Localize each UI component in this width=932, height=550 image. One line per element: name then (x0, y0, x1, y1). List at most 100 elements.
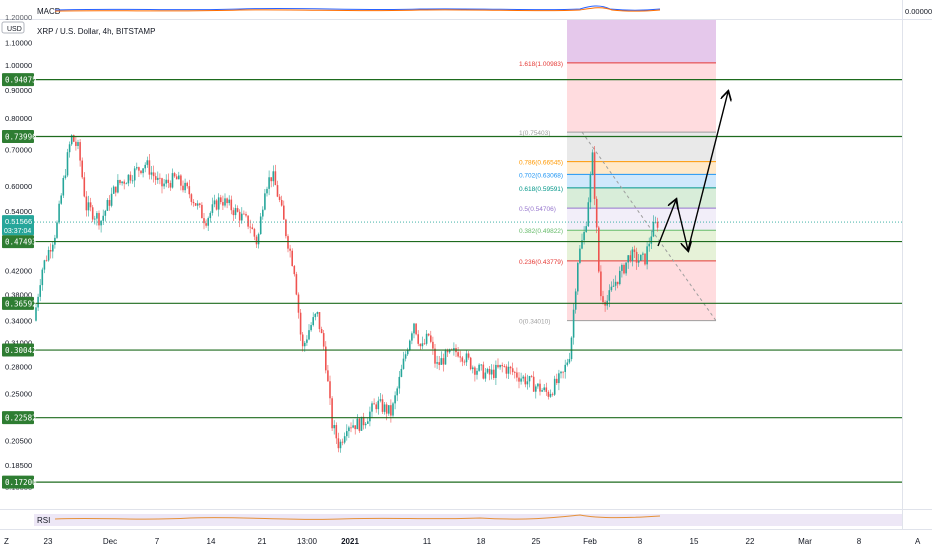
candle-body (541, 390, 543, 392)
fib-zone (567, 187, 716, 209)
candle-body (390, 405, 392, 416)
candlestick-series (35, 134, 659, 453)
candle-body (348, 427, 350, 432)
candle-body (385, 404, 388, 414)
projection-arrow (675, 199, 688, 250)
candle-body (331, 398, 333, 429)
price-tick: 0.54000 (5, 207, 32, 216)
price-tick: 0.70000 (5, 146, 32, 155)
fib-level-label: 0.382(0.49822) (519, 228, 563, 235)
candle-body (45, 260, 48, 262)
last-price-countdown: 03:37:04 (4, 228, 31, 235)
candle-body (157, 177, 159, 180)
price-scale[interactable]: 1.10000 1.00000 0.90000 0.80000 0.70000 0.600… (5, 13, 32, 492)
projection-path[interactable] (657, 92, 728, 250)
time-label: Dec (103, 537, 117, 546)
fibonacci-retracement[interactable]: 1.618(1.00983) 1(0.75403) 0.786(0.66545) 0.… (519, 20, 717, 326)
price-tick: 0.90000 (5, 86, 32, 95)
candle-body (43, 260, 46, 270)
level-badge-label: 0.36592 (5, 299, 37, 308)
time-axis-left-marker: Z (4, 537, 9, 546)
candle-body (465, 353, 468, 363)
candle-body (115, 186, 117, 193)
candle-body (482, 364, 485, 379)
candle-body (243, 213, 245, 215)
candle-body (262, 209, 264, 217)
candle-body (440, 358, 443, 365)
candle-body (409, 340, 411, 351)
candle-body (503, 366, 506, 367)
candle-body (423, 343, 426, 345)
candle-body (209, 212, 212, 219)
candle-body (478, 364, 480, 371)
candle-body (226, 198, 228, 204)
candle-body (375, 404, 377, 410)
candle-body (140, 170, 142, 174)
candle-body (430, 335, 432, 342)
candle-body (100, 220, 102, 226)
candle-body (39, 285, 41, 297)
candle-body (524, 376, 527, 385)
macd-scale-value: 0.00000 (905, 7, 932, 16)
candle-body (310, 325, 312, 331)
currency-box[interactable] (1, 21, 25, 34)
candle-body (234, 208, 237, 216)
time-axis[interactable]: 23 Dec 7 14 21 13:00 2021 11 18 25 Feb 8 15 22 Mar 8 Z A (4, 537, 921, 546)
candle-body (253, 229, 256, 237)
candle-body (400, 368, 403, 377)
candle-body (62, 177, 65, 196)
candle-body (493, 369, 495, 378)
fib-level-label: 0.702(0.63068) (519, 172, 563, 179)
candle-body (339, 441, 342, 449)
candle-body (425, 333, 428, 344)
candle-body (356, 418, 359, 430)
candle-body (318, 312, 321, 330)
candle-body (287, 236, 289, 249)
candle-body (312, 317, 314, 326)
candle-body (553, 378, 556, 395)
candle-body (577, 262, 579, 292)
candle-body (472, 367, 474, 370)
candle-body (125, 183, 128, 185)
candle-body (522, 376, 524, 379)
candle-body (509, 366, 512, 369)
fib-zone (567, 260, 716, 321)
fib-level-label: 0.618(0.59591) (519, 186, 563, 193)
candle-body (432, 341, 434, 349)
candle-body (255, 236, 258, 245)
candle-body (64, 175, 67, 178)
candle-body (530, 376, 533, 377)
candle-body (41, 269, 44, 286)
price-tick: 0.34000 (5, 317, 32, 326)
time-label: 21 (258, 537, 267, 546)
candle-body (448, 349, 451, 353)
candle-body (201, 204, 203, 219)
candle-body (379, 399, 382, 401)
candle-body (547, 391, 550, 397)
candle-body (388, 405, 390, 414)
last-price-label: 0.51566 (5, 217, 32, 226)
price-tick: 0.42000 (5, 267, 32, 276)
candle-body (295, 274, 298, 295)
candle-body (190, 194, 193, 202)
candle-body (421, 343, 424, 347)
candle-body (574, 291, 577, 310)
candle-body (616, 281, 619, 285)
candle-body (637, 260, 640, 263)
horizontal-levels[interactable] (34, 79, 902, 483)
candle-body (446, 350, 449, 353)
candle-body (228, 199, 230, 204)
candle-body (549, 393, 552, 397)
fib-level-label: 1.618(1.00983) (519, 61, 563, 68)
candle-body (631, 249, 634, 262)
candle-body (558, 373, 560, 384)
candle-body (490, 369, 493, 375)
candle-body (60, 195, 62, 204)
candle-body (142, 168, 144, 174)
candle-body (648, 243, 650, 247)
candle-body (171, 173, 174, 188)
candle-body (467, 353, 470, 358)
candle-body (442, 358, 445, 365)
candle-body (89, 202, 92, 208)
